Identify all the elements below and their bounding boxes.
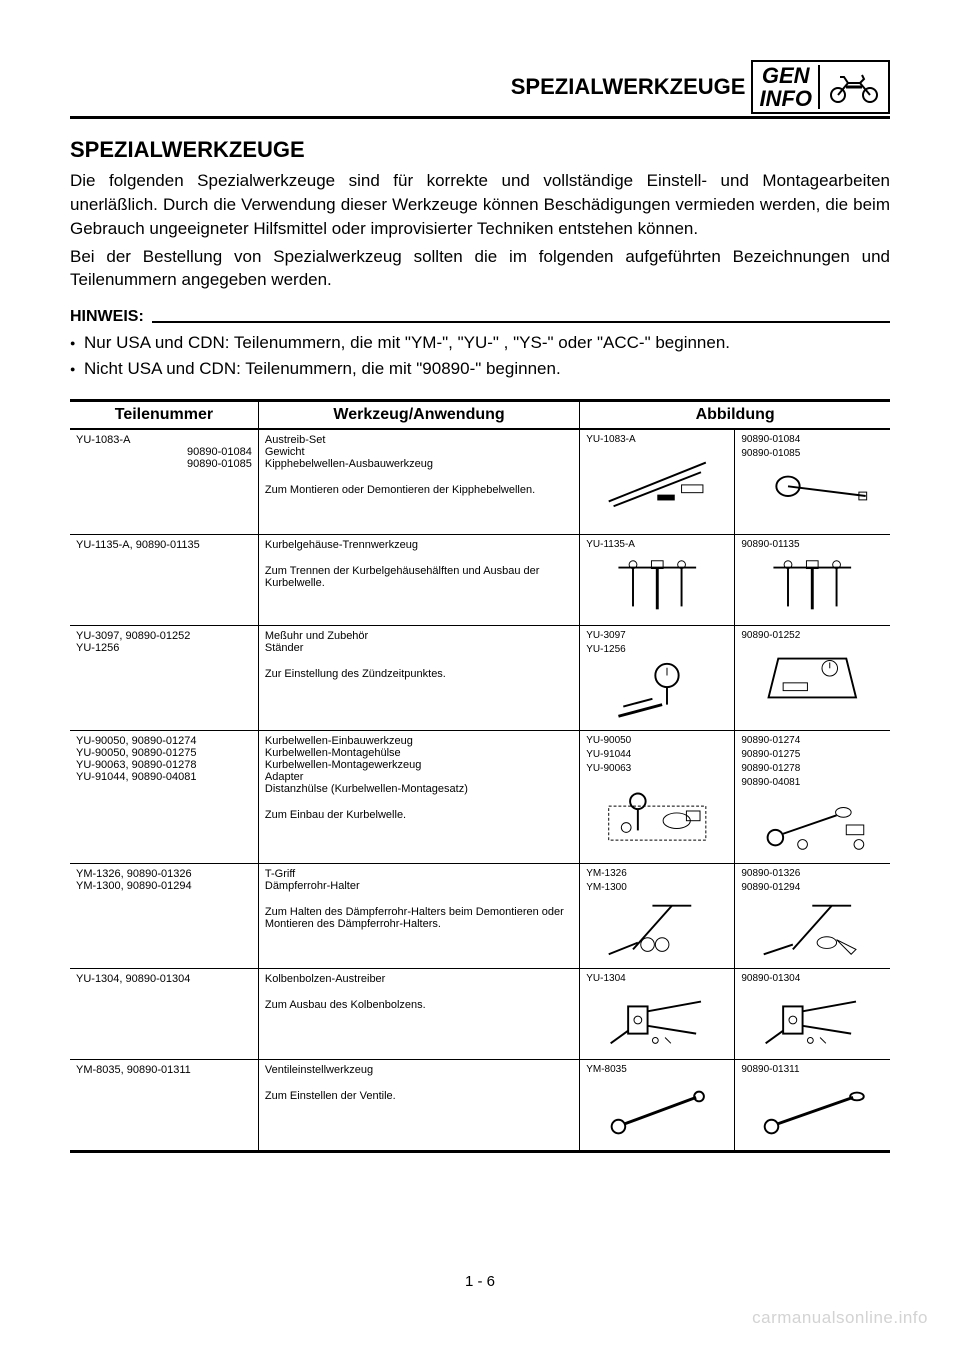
table-row: YU-1083-A90890-0108490890-01085Austreib-… bbox=[70, 429, 890, 535]
cell-part-number: YU-1304, 90890-01304 bbox=[70, 969, 258, 1060]
intro-paragraph-1: Die folgenden Spezialwerkzeuge sind für … bbox=[70, 169, 890, 240]
cell-tool-use: VentileinstellwerkzeugZum Einstellen der… bbox=[258, 1060, 579, 1152]
note-bullets: Nur USA und CDN: Teilenummern, die mit "… bbox=[70, 330, 890, 381]
illustration-icon bbox=[741, 896, 884, 964]
cell-illustration-1: YM-8035 bbox=[580, 1060, 735, 1152]
cell-tool-use: Austreib-SetGewichtKipphebelwellen-Ausba… bbox=[258, 429, 579, 535]
cell-part-number: YM-8035, 90890-01311 bbox=[70, 1060, 258, 1152]
tools-table: Teilenummer Werkzeug/Anwendung Abbildung… bbox=[70, 399, 890, 1153]
cell-illustration-2: 90890-0127490890-0127590890-0127890890-0… bbox=[735, 731, 890, 864]
illustration-icon bbox=[741, 462, 884, 530]
cell-tool-use: Meßuhr und ZubehörStänderZur Einstellung… bbox=[258, 626, 579, 731]
cell-illustration-1: YU-3097YU-1256 bbox=[580, 626, 735, 731]
cell-illustration-2: 90890-01304 bbox=[735, 969, 890, 1060]
cell-tool-use: Kurbelwellen-EinbauwerkzeugKurbelwellen-… bbox=[258, 731, 579, 864]
cell-illustration-2: 90890-0132690890-01294 bbox=[735, 864, 890, 969]
bullet-item: Nur USA und CDN: Teilenummern, die mit "… bbox=[70, 330, 890, 356]
table-row: YM-1326, 90890-01326YM-1300, 90890-01294… bbox=[70, 864, 890, 969]
table-row: YU-1135-A, 90890-01135Kurbelgehäuse-Tren… bbox=[70, 535, 890, 626]
cell-illustration-2: 90890-01311 bbox=[735, 1060, 890, 1152]
illustration-icon bbox=[586, 1078, 728, 1146]
header-section-title: SPEZIALWERKZEUGE bbox=[511, 74, 746, 100]
table-row: YU-1304, 90890-01304Kolbenbolzen-Austrei… bbox=[70, 969, 890, 1060]
cell-illustration-1: YU-1135-A bbox=[580, 535, 735, 626]
table-row: YM-8035, 90890-01311Ventileinstellwerkze… bbox=[70, 1060, 890, 1152]
section-title: SPEZIALWERKZEUGE bbox=[70, 137, 890, 163]
illustration-icon bbox=[586, 553, 728, 621]
table-row: YU-90050, 90890-01274YU-90050, 90890-012… bbox=[70, 731, 890, 864]
note-label: HINWEIS: bbox=[70, 308, 144, 326]
page-header: SPEZIALWERKZEUGE GEN INFO bbox=[70, 60, 890, 119]
illustration-icon bbox=[741, 644, 884, 712]
table-row: YU-3097, 90890-01252YU-1256Meßuhr und Zu… bbox=[70, 626, 890, 731]
cell-tool-use: Kolbenbolzen-AustreiberZum Ausbau des Ko… bbox=[258, 969, 579, 1060]
cell-part-number: YM-1326, 90890-01326YM-1300, 90890-01294 bbox=[70, 864, 258, 969]
illustration-icon bbox=[586, 896, 728, 964]
note-rule bbox=[152, 321, 890, 323]
cell-illustration-2: 90890-01135 bbox=[735, 535, 890, 626]
illustration-icon bbox=[741, 987, 884, 1055]
motorcycle-icon bbox=[818, 65, 888, 109]
cell-part-number: YU-3097, 90890-01252YU-1256 bbox=[70, 626, 258, 731]
gen-info-label: GEN INFO bbox=[753, 62, 818, 112]
bullet-item: Nicht USA und CDN: Teilenummern, die mit… bbox=[70, 356, 890, 382]
watermark: carmanualsonline.info bbox=[752, 1308, 928, 1328]
cell-illustration-1: YU-1304 bbox=[580, 969, 735, 1060]
info-label: INFO bbox=[759, 87, 812, 110]
cell-tool-use: T-GriffDämpferrohr-HalterZum Halten des … bbox=[258, 864, 579, 969]
header-badge: GEN INFO bbox=[751, 60, 890, 114]
cell-part-number: YU-1135-A, 90890-01135 bbox=[70, 535, 258, 626]
gen-label: GEN bbox=[762, 64, 810, 87]
cell-part-number: YU-1083-A90890-0108490890-01085 bbox=[70, 429, 258, 535]
cell-illustration-2: 90890-0108490890-01085 bbox=[735, 429, 890, 535]
illustration-icon bbox=[586, 658, 728, 726]
note-header: HINWEIS: bbox=[70, 308, 890, 326]
page-number: 1 - 6 bbox=[0, 1273, 960, 1290]
cell-illustration-1: YU-90050YU-91044YU-90063 bbox=[580, 731, 735, 864]
th-illustration: Abbildung bbox=[580, 401, 890, 430]
cell-illustration-1: YU-1083-A bbox=[580, 429, 735, 535]
cell-illustration-2: 90890-01252 bbox=[735, 626, 890, 731]
cell-tool-use: Kurbelgehäuse-TrennwerkzeugZum Trennen d… bbox=[258, 535, 579, 626]
illustration-icon bbox=[741, 553, 884, 621]
intro-paragraph-2: Bei der Bestellung von Spezialwerkzeug s… bbox=[70, 245, 890, 293]
illustration-icon bbox=[586, 448, 728, 516]
cell-illustration-1: YM-1326YM-1300 bbox=[580, 864, 735, 969]
cell-part-number: YU-90050, 90890-01274YU-90050, 90890-012… bbox=[70, 731, 258, 864]
th-tool-use: Werkzeug/Anwendung bbox=[258, 401, 579, 430]
illustration-icon bbox=[741, 1078, 884, 1146]
illustration-icon bbox=[586, 987, 728, 1055]
illustration-icon bbox=[741, 791, 884, 859]
th-part-number: Teilenummer bbox=[70, 401, 258, 430]
illustration-icon bbox=[586, 777, 728, 845]
